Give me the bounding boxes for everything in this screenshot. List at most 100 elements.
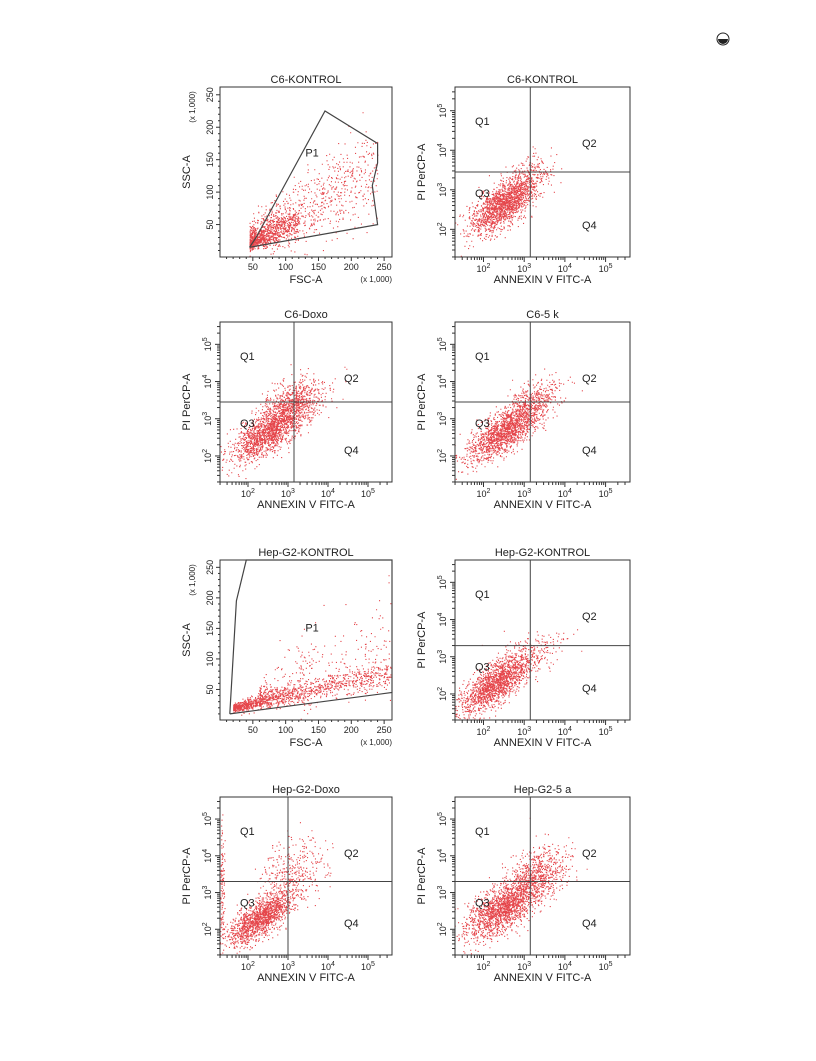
event-dots bbox=[249, 112, 379, 257]
x-tick-label: 103 bbox=[281, 961, 295, 972]
event-dot-cloud bbox=[233, 575, 392, 720]
quadrant-label-q3: Q3 bbox=[240, 418, 255, 430]
event-dot-cloud bbox=[455, 146, 563, 257]
x-tick-label: 105 bbox=[599, 263, 613, 274]
y-axis-unit: (x 1,000) bbox=[188, 91, 197, 123]
x-tick-label: 102 bbox=[477, 263, 491, 274]
y-tick-label: 104 bbox=[437, 612, 448, 626]
quadrant-label-q2: Q2 bbox=[582, 373, 597, 385]
panel-6: Hep-G2-KONTROL ANNEXIN V FITC-A PI PerCP-A… bbox=[416, 547, 631, 749]
x-tick-label: 250 bbox=[377, 725, 392, 735]
x-tick-label: 50 bbox=[248, 262, 258, 272]
event-dots bbox=[455, 146, 563, 257]
quadrant-label-q4: Q4 bbox=[582, 220, 597, 232]
y-tick-label: 100 bbox=[205, 185, 215, 200]
panel-title: Hep-G2-KONTROL bbox=[495, 547, 590, 559]
plot-frame bbox=[454, 796, 631, 956]
quadrant-label-q3: Q3 bbox=[240, 898, 255, 910]
x-tick-label: 105 bbox=[361, 488, 375, 499]
gate-polygon-p1 bbox=[249, 110, 379, 248]
x-tick-label: 200 bbox=[344, 725, 359, 735]
panel-7: Hep-G2-Doxo ANNEXIN V FITC-A PI PerCP-A 102… bbox=[181, 784, 393, 984]
y-axis-label: PI PerCP-A bbox=[181, 847, 193, 905]
event-dot-cloud bbox=[249, 112, 379, 257]
y-tick-label: 200 bbox=[205, 590, 215, 605]
x-tick-label: 102 bbox=[477, 961, 491, 972]
x-axis-label: ANNEXIN V FITC-A bbox=[494, 499, 592, 511]
x-tick-label: 104 bbox=[558, 726, 572, 737]
x-tick-label: 102 bbox=[241, 488, 255, 499]
event-dot-cloud bbox=[455, 817, 588, 955]
quadrant-label-q1: Q1 bbox=[475, 351, 490, 363]
event-dots bbox=[220, 814, 334, 955]
x-tick-label: 102 bbox=[477, 488, 491, 499]
x-tick-label: 50 bbox=[248, 725, 258, 735]
quadrant-label-q4: Q4 bbox=[582, 683, 597, 695]
y-tick-label: 150 bbox=[205, 152, 215, 167]
panel-title: Hep-G2-KONTROL bbox=[258, 547, 353, 559]
y-axis-label: PI PerCP-A bbox=[181, 373, 193, 431]
quadrant-label-q2: Q2 bbox=[582, 138, 597, 150]
y-tick-label: 102 bbox=[437, 687, 448, 701]
y-axis-label: PI PerCP-A bbox=[416, 373, 428, 431]
y-tick-label: 103 bbox=[437, 412, 448, 426]
x-axis-label: ANNEXIN V FITC-A bbox=[494, 737, 592, 749]
x-tick-label: 103 bbox=[517, 726, 531, 737]
event-dots bbox=[220, 364, 348, 480]
y-tick-label: 104 bbox=[437, 849, 448, 863]
x-tick-label: 104 bbox=[558, 263, 572, 274]
panel-3: C6-Doxo ANNEXIN V FITC-A PI PerCP-A 102 102 1… bbox=[181, 309, 393, 511]
x-tick-label: 104 bbox=[321, 488, 335, 499]
quadrant-label-q4: Q4 bbox=[582, 445, 597, 457]
quadrant-label-q1: Q1 bbox=[240, 826, 255, 838]
quadrant-label-q1: Q1 bbox=[475, 116, 490, 128]
panel-title: C6-KONTROL bbox=[507, 74, 578, 86]
circle-half-icon bbox=[716, 32, 730, 46]
y-tick-label: 100 bbox=[205, 651, 215, 666]
x-tick-label: 103 bbox=[517, 961, 531, 972]
x-axis-label: ANNEXIN V FITC-A bbox=[494, 972, 592, 984]
x-tick-label: 105 bbox=[599, 488, 613, 499]
quadrant-label-q2: Q2 bbox=[344, 373, 359, 385]
x-tick-label: 105 bbox=[599, 726, 613, 737]
x-tick-label: 100 bbox=[278, 262, 293, 272]
quadrant-label-q3: Q3 bbox=[475, 418, 490, 430]
y-tick-label: 104 bbox=[437, 374, 448, 388]
y-tick-label: 50 bbox=[205, 684, 215, 694]
x-tick-label: 150 bbox=[311, 725, 326, 735]
x-axis-label: FSC-A bbox=[290, 737, 324, 749]
x-tick-label: 200 bbox=[344, 262, 359, 272]
x-tick-label: 103 bbox=[517, 488, 531, 499]
x-tick-label: 103 bbox=[281, 488, 295, 499]
y-tick-label: 105 bbox=[437, 812, 448, 826]
panel-title: C6-KONTROL bbox=[271, 74, 342, 86]
panel-title: C6-5 k bbox=[526, 309, 559, 321]
x-tick-label: 105 bbox=[361, 961, 375, 972]
quadrant-label-q2: Q2 bbox=[582, 848, 597, 860]
x-tick-label: 102 bbox=[477, 726, 491, 737]
event-dot-cloud bbox=[220, 364, 348, 480]
panel-title: Hep-G2-Doxo bbox=[272, 784, 340, 796]
x-tick-label: 102 bbox=[241, 961, 255, 972]
event-dots bbox=[455, 629, 583, 720]
y-tick-label: 102 bbox=[437, 222, 448, 236]
y-tick-label: 102 bbox=[437, 449, 448, 463]
y-tick-label: 103 bbox=[202, 412, 213, 426]
y-tick-label: 105 bbox=[437, 337, 448, 351]
y-tick-label: 102 bbox=[437, 922, 448, 936]
gate-label: P1 bbox=[305, 147, 318, 159]
x-axis-label: ANNEXIN V FITC-A bbox=[494, 274, 592, 286]
quadrant-label-q4: Q4 bbox=[344, 445, 359, 457]
x-axis-label: FSC-A bbox=[290, 274, 324, 286]
plot-frame bbox=[454, 559, 631, 721]
gate-polygon-p1 bbox=[229, 559, 393, 715]
event-dot-cloud bbox=[455, 368, 583, 480]
quadrant-label-q4: Q4 bbox=[582, 918, 597, 930]
quadrant-label-q3: Q3 bbox=[475, 662, 490, 674]
quadrant-label-q2: Q2 bbox=[582, 611, 597, 623]
event-dot-cloud bbox=[455, 629, 583, 720]
panel-4: C6-5 k ANNEXIN V FITC-A PI PerCP-A 102 102 10… bbox=[416, 309, 631, 511]
y-tick-label: 105 bbox=[437, 575, 448, 589]
x-tick-label: 150 bbox=[311, 262, 326, 272]
y-tick-label: 105 bbox=[437, 104, 448, 118]
